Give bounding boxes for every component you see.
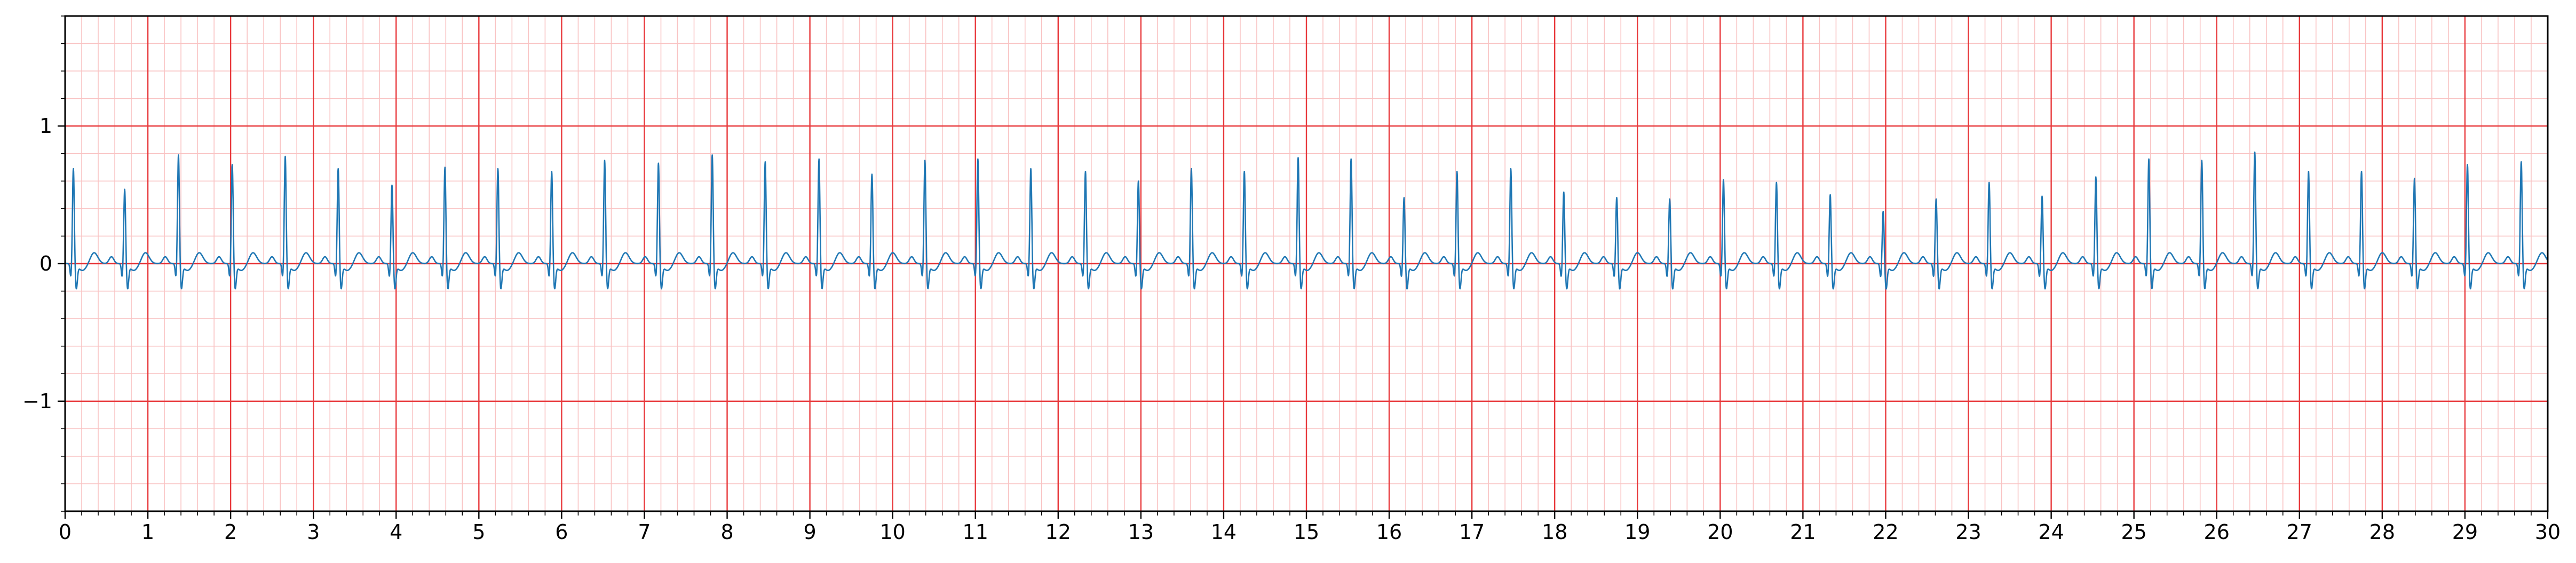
x-tick-label: 18 [1542, 520, 1567, 544]
x-tick-label: 15 [1294, 520, 1319, 544]
x-tick-label: 11 [963, 520, 988, 544]
y-tick-label: −1 [22, 390, 52, 413]
x-tick-label: 21 [1790, 520, 1816, 544]
x-tick-label: 19 [1624, 520, 1650, 544]
x-tick-label: 6 [555, 520, 568, 544]
x-tick-label: 16 [1376, 520, 1402, 544]
x-tick-label: 30 [2535, 520, 2561, 544]
x-tick-label: 2 [224, 520, 237, 544]
x-tick-label: 23 [1955, 520, 1981, 544]
ecg-trace-line [65, 151, 2549, 290]
x-tick-label: 9 [804, 520, 817, 544]
x-tick-label: 26 [2204, 520, 2230, 544]
x-tick-label: 17 [1459, 520, 1485, 544]
x-tick-label: 13 [1128, 520, 1154, 544]
x-tick-label: 28 [2369, 520, 2395, 544]
x-tick-label: 0 [59, 520, 72, 544]
y-tick-label: 0 [39, 252, 52, 275]
x-tick-label: 24 [2038, 520, 2064, 544]
x-tick-label: 29 [2452, 520, 2478, 544]
x-tick-label: 3 [307, 520, 320, 544]
y-tick-label: 1 [39, 114, 52, 138]
x-tick-label: 1 [141, 520, 154, 544]
x-tick-label: 22 [1873, 520, 1898, 544]
x-tick-label: 27 [2287, 520, 2312, 544]
x-axis: 0 1 2 3 4 5 6 7 8 9 10 11 12 13 14 15 16 17 18 19 20 21 22 23 24… [59, 511, 2561, 544]
x-tick-label: 7 [638, 520, 651, 544]
x-tick-label: 4 [390, 520, 402, 544]
x-tick-label: 20 [1707, 520, 1733, 544]
x-tick-label: 5 [472, 520, 485, 544]
y-axis: −1 0 1 [22, 15, 65, 512]
x-tick-label: 12 [1045, 520, 1071, 544]
x-tick-label: 8 [720, 520, 733, 544]
x-tick-label: 10 [879, 520, 905, 544]
x-tick-label: 14 [1211, 520, 1237, 544]
x-tick-label: 25 [2121, 520, 2146, 544]
